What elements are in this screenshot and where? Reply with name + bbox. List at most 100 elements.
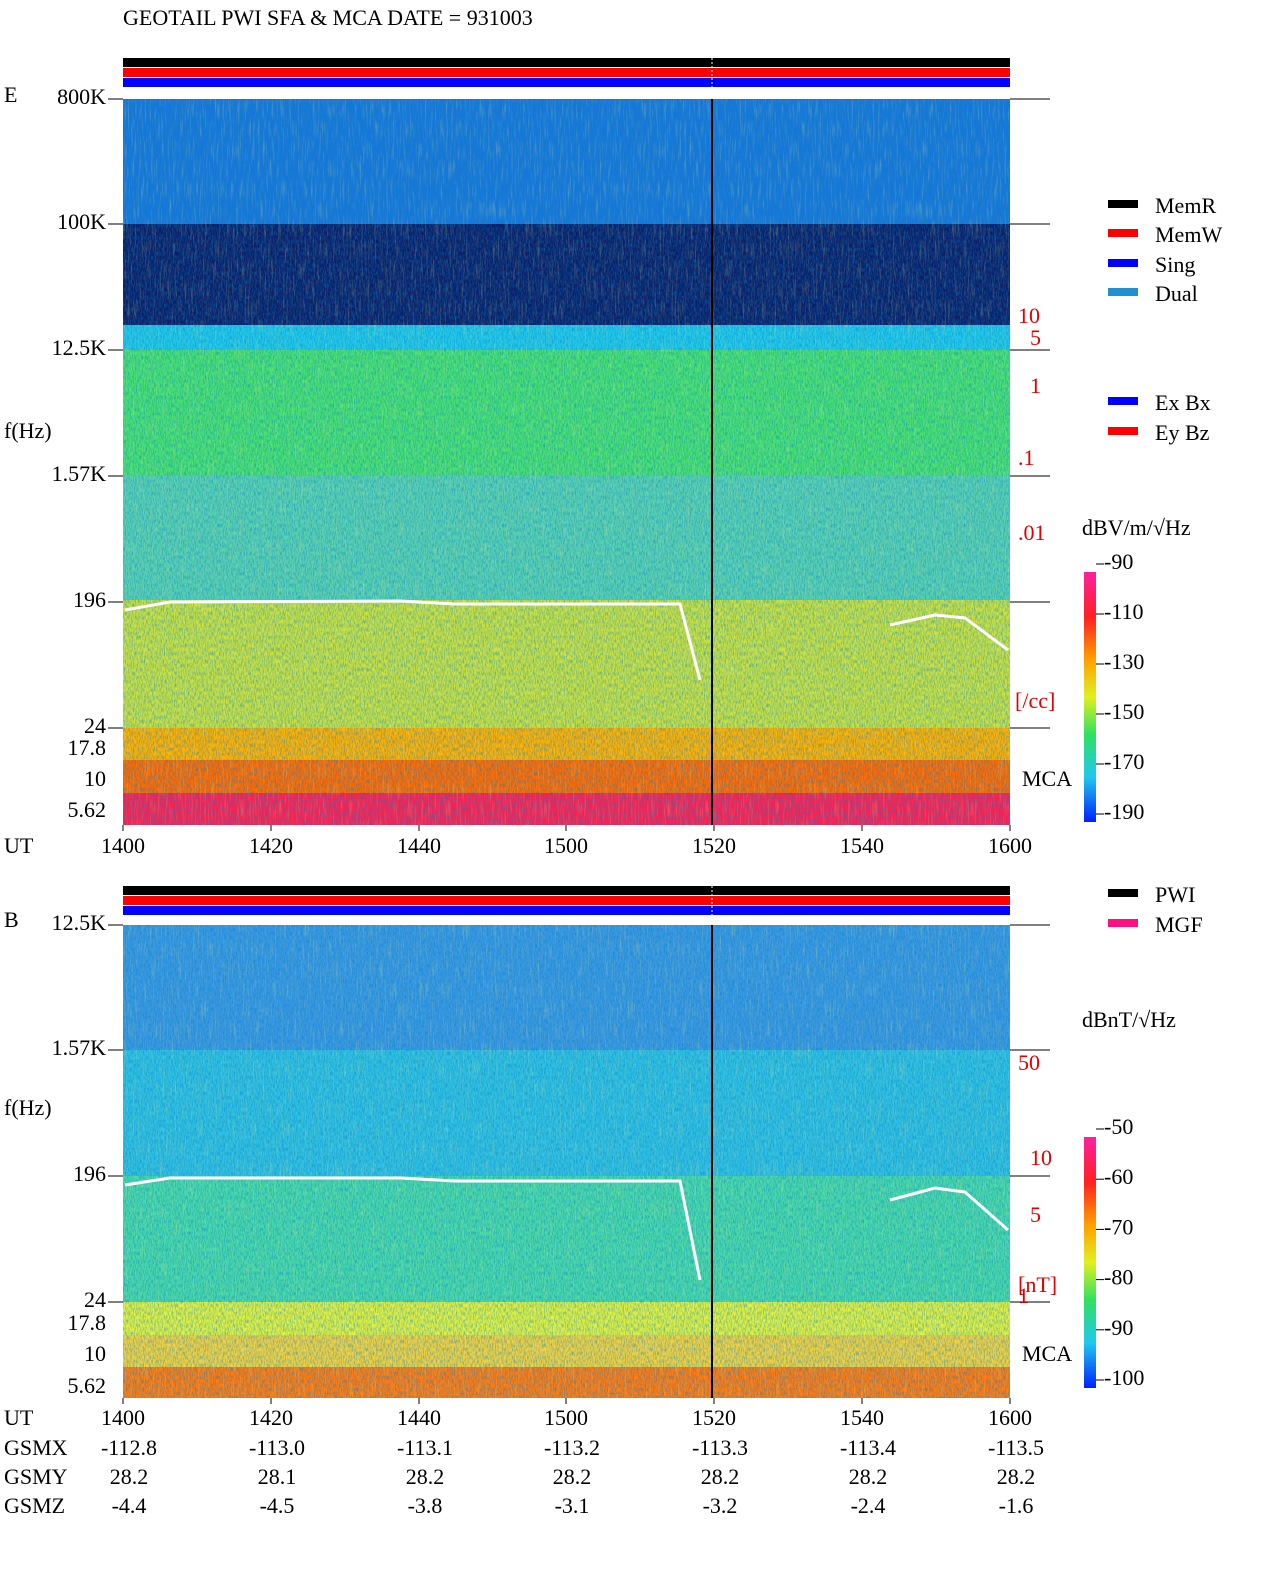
status-bar <box>123 896 1010 905</box>
x-tick-label: 1400 <box>101 1405 145 1430</box>
y-tick-label: 196 <box>73 587 106 612</box>
y-tick-label: 5.62 <box>68 1373 107 1398</box>
orbit-value: 28.2 <box>110 1464 149 1489</box>
legend-swatch <box>1108 397 1138 405</box>
legend-label: Sing <box>1155 252 1195 277</box>
spectrogram-noise <box>123 925 1010 1398</box>
y-tick-label: 12.5K <box>52 910 107 935</box>
orbit-value: 28.2 <box>553 1464 592 1489</box>
spectrogram-noise <box>123 99 1010 825</box>
right-scale-label: [/cc] <box>1015 688 1055 713</box>
orbit-value: -3.2 <box>703 1493 738 1518</box>
x-tick-label: 1520 <box>692 1405 736 1430</box>
x-tick-label: 1440 <box>397 833 441 858</box>
legend-label: Dual <box>1155 281 1198 306</box>
colorbar-tick-label: -80 <box>1104 1265 1133 1290</box>
x-tick-label: 1600 <box>988 1405 1032 1430</box>
y-axis-label: f(Hz) <box>4 418 52 443</box>
orbit-value: 28.2 <box>997 1464 1036 1489</box>
y-tick-label: 100K <box>57 209 106 234</box>
y-tick-label: 12.5K <box>52 335 107 360</box>
legend-swatch <box>1108 200 1138 208</box>
legend-label: Ex Bx <box>1155 390 1211 415</box>
x-tick-label: 1440 <box>397 1405 441 1430</box>
orbit-value: -113.5 <box>988 1435 1044 1460</box>
orbit-row-name: GSMZ <box>4 1493 65 1518</box>
status-bar <box>123 886 1010 895</box>
right-scale-label: 10 <box>1030 1145 1052 1170</box>
y-tick-label: 10 <box>84 766 106 791</box>
status-bar <box>123 58 1010 67</box>
legend-swatch <box>1108 229 1138 237</box>
right-scale-label: .01 <box>1018 520 1046 545</box>
colorbar-title: dBV/m/√Hz <box>1082 515 1191 540</box>
status-bar <box>123 68 1010 77</box>
y-tick-label: 24 <box>84 1287 106 1312</box>
legend-label: PWI <box>1155 882 1195 907</box>
legend-swatch <box>1108 427 1138 435</box>
x-tick-label: 1420 <box>249 833 293 858</box>
plasma-trace <box>124 599 1009 681</box>
colorbar-tick-label: -130 <box>1104 649 1144 674</box>
y-tick-label: 17.8 <box>68 735 107 760</box>
colorbar-tick-label: -190 <box>1104 799 1144 824</box>
colorbar-tick-label: -70 <box>1104 1214 1133 1239</box>
x-axis-label: UT <box>4 833 34 858</box>
x-tick-label: 1500 <box>544 1405 588 1430</box>
y-tick-label: 800K <box>57 84 106 109</box>
y-axis-label: f(Hz) <box>4 1095 52 1120</box>
colorbar-title: dBnT/√Hz <box>1082 1007 1176 1032</box>
x-tick-label: 1540 <box>840 1405 884 1430</box>
orbit-value: -113.4 <box>840 1435 896 1460</box>
status-bar <box>123 78 1010 87</box>
colorbar-tick-label: -50 <box>1104 1114 1133 1139</box>
orbit-value: 28.2 <box>701 1464 740 1489</box>
orbit-value: -4.5 <box>260 1493 295 1518</box>
colorbar <box>1084 1137 1096 1388</box>
colorbar-tick-label: -150 <box>1104 699 1144 724</box>
legend-swatch <box>1108 288 1138 296</box>
colorbar-tick-label: -60 <box>1104 1164 1133 1189</box>
plasma-trace <box>124 1176 1009 1281</box>
y-tick-label: 17.8 <box>68 1310 107 1335</box>
orbit-value: 28.1 <box>258 1464 297 1489</box>
y-tick-label: 24 <box>84 713 106 738</box>
colorbar-tick-label: -90 <box>1104 549 1133 574</box>
orbit-value: -3.8 <box>408 1493 443 1518</box>
status-bar <box>123 906 1010 915</box>
mca-label: MCA <box>1022 766 1072 791</box>
right-scale-label: 1 <box>1018 1283 1029 1308</box>
orbit-value: -113.1 <box>397 1435 453 1460</box>
x-tick-label: 1500 <box>544 833 588 858</box>
legend-label: MemR <box>1155 193 1216 218</box>
y-tick-label: 5.62 <box>68 797 107 822</box>
legend-swatch <box>1108 919 1138 927</box>
y-tick-label: 196 <box>73 1161 106 1186</box>
y-tick-label: 10 <box>84 1341 106 1366</box>
orbit-value: 28.2 <box>406 1464 445 1489</box>
orbit-value: -113.0 <box>249 1435 305 1460</box>
orbit-value: -4.4 <box>112 1493 147 1518</box>
panel-label: B <box>4 907 19 932</box>
colorbar-tick-label: -170 <box>1104 749 1144 774</box>
orbit-value: -113.2 <box>544 1435 600 1460</box>
x-tick-label: 1540 <box>840 833 884 858</box>
orbit-row-name: GSMX <box>4 1435 68 1460</box>
right-scale-label: 50 <box>1018 1050 1040 1075</box>
x-axis-label: UT <box>4 1405 34 1430</box>
legend-label: MemW <box>1155 222 1222 247</box>
right-scale-label: .1 <box>1018 445 1035 470</box>
mca-label: MCA <box>1022 1341 1072 1366</box>
orbit-value: -113.3 <box>692 1435 748 1460</box>
orbit-value: -3.1 <box>555 1493 590 1518</box>
orbit-value: -1.6 <box>999 1493 1034 1518</box>
x-tick-label: 1420 <box>249 1405 293 1430</box>
right-scale-label: 1 <box>1030 373 1041 398</box>
y-tick-label: 1.57K <box>52 1035 107 1060</box>
legend-swatch <box>1108 889 1138 897</box>
orbit-value: -2.4 <box>851 1493 886 1518</box>
colorbar-tick-label: -100 <box>1104 1365 1144 1390</box>
orbit-value: -112.8 <box>101 1435 157 1460</box>
colorbar-tick-label: -110 <box>1104 599 1144 624</box>
